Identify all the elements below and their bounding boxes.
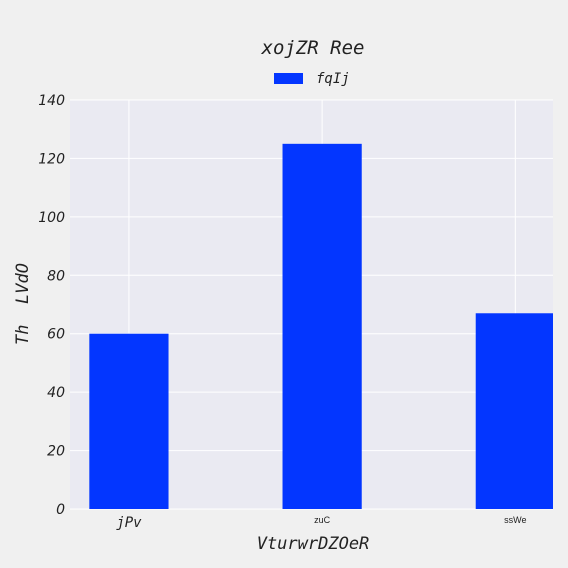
- y-tick-label: 80: [47, 268, 65, 284]
- y-tick-label: 0: [56, 502, 65, 518]
- legend-label: fqIj: [316, 71, 350, 87]
- y-tick-label: 140: [38, 93, 65, 109]
- x-tick-label: zuC: [314, 515, 331, 525]
- x-tick-labels: jPv zuC ssWe: [116, 515, 526, 531]
- y-tick-label: 120: [38, 151, 65, 167]
- y-tick-label: 60: [47, 327, 65, 343]
- bars: [89, 143, 553, 510]
- x-axis-label: VturwrDZOeR: [257, 534, 370, 554]
- legend-swatch: [274, 73, 303, 84]
- chart-title: xojZR Ree: [261, 37, 365, 59]
- bar-ssWe: [475, 313, 553, 509]
- y-tick-label: 40: [47, 385, 65, 401]
- bar-jPv: [89, 333, 169, 509]
- y-tick-labels: 0 20 40 60 80 100 120 140: [38, 93, 65, 518]
- legend: fqIj: [274, 71, 350, 87]
- y-tick-label: 100: [38, 210, 65, 226]
- x-tick-label: ssWe: [504, 515, 526, 525]
- y-axis-label: Th LVdO: [13, 263, 33, 345]
- x-tick-label: jPv: [116, 515, 142, 531]
- y-tick-label: 20: [47, 444, 65, 460]
- bar-zuC: [282, 143, 362, 510]
